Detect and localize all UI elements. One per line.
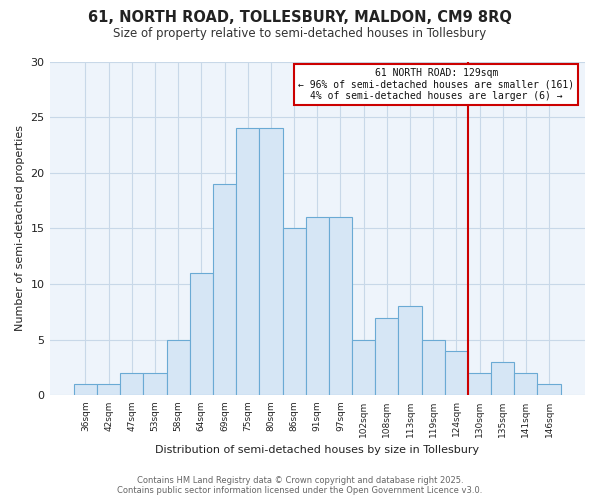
Bar	[538, 384, 560, 396]
Bar	[283, 228, 305, 396]
Y-axis label: Number of semi-detached properties: Number of semi-detached properties	[15, 126, 25, 332]
Bar	[329, 218, 352, 396]
Bar	[259, 128, 283, 396]
Bar	[190, 273, 213, 396]
Bar	[491, 362, 514, 396]
Bar	[97, 384, 120, 396]
Bar	[352, 340, 375, 396]
Bar	[468, 373, 491, 396]
Bar	[74, 384, 97, 396]
Bar	[236, 128, 259, 396]
Bar	[167, 340, 190, 396]
Bar	[514, 373, 538, 396]
Text: Size of property relative to semi-detached houses in Tollesbury: Size of property relative to semi-detach…	[113, 28, 487, 40]
Bar	[213, 184, 236, 396]
X-axis label: Distribution of semi-detached houses by size in Tollesbury: Distribution of semi-detached houses by …	[155, 445, 479, 455]
Text: 61 NORTH ROAD: 129sqm
← 96% of semi-detached houses are smaller (161)
4% of semi: 61 NORTH ROAD: 129sqm ← 96% of semi-deta…	[298, 68, 574, 102]
Bar	[445, 351, 468, 396]
Text: 61, NORTH ROAD, TOLLESBURY, MALDON, CM9 8RQ: 61, NORTH ROAD, TOLLESBURY, MALDON, CM9 …	[88, 10, 512, 25]
Bar	[398, 306, 422, 396]
Bar	[375, 318, 398, 396]
Bar	[305, 218, 329, 396]
Bar	[422, 340, 445, 396]
Bar	[120, 373, 143, 396]
Bar	[143, 373, 167, 396]
Text: Contains HM Land Registry data © Crown copyright and database right 2025.
Contai: Contains HM Land Registry data © Crown c…	[118, 476, 482, 495]
